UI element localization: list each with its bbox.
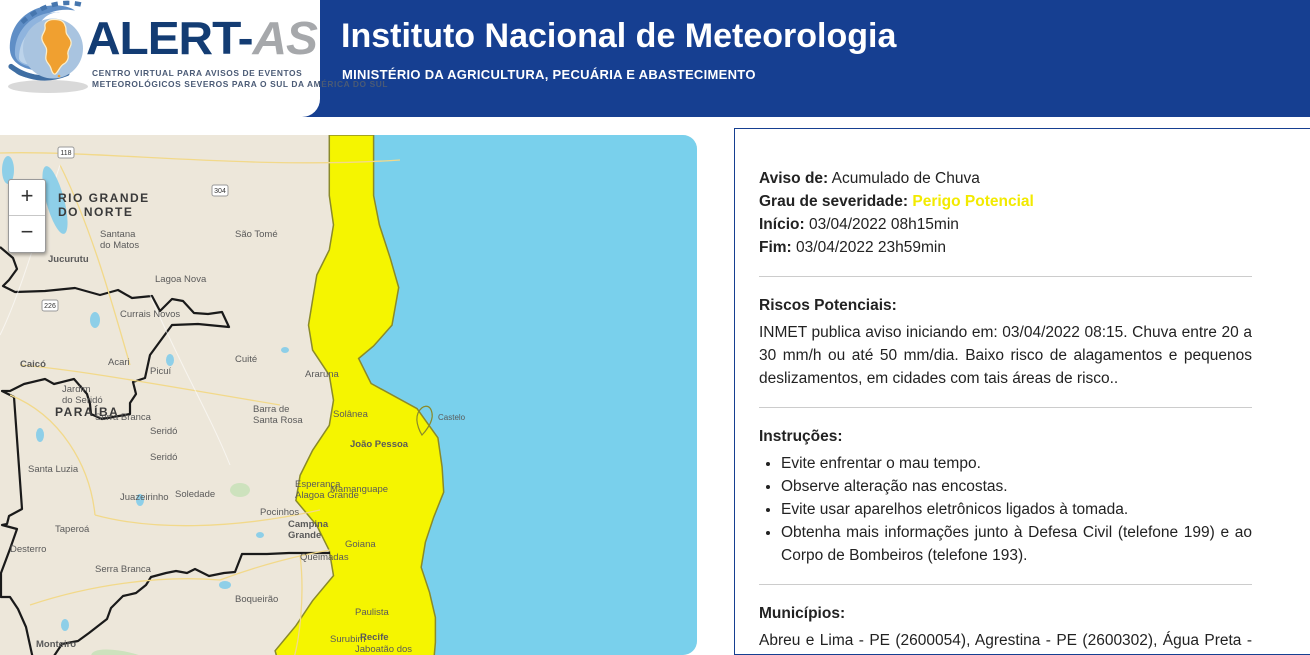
svg-text:304: 304 bbox=[214, 188, 226, 195]
svg-text:226: 226 bbox=[44, 303, 56, 310]
svg-text:118: 118 bbox=[60, 150, 71, 157]
